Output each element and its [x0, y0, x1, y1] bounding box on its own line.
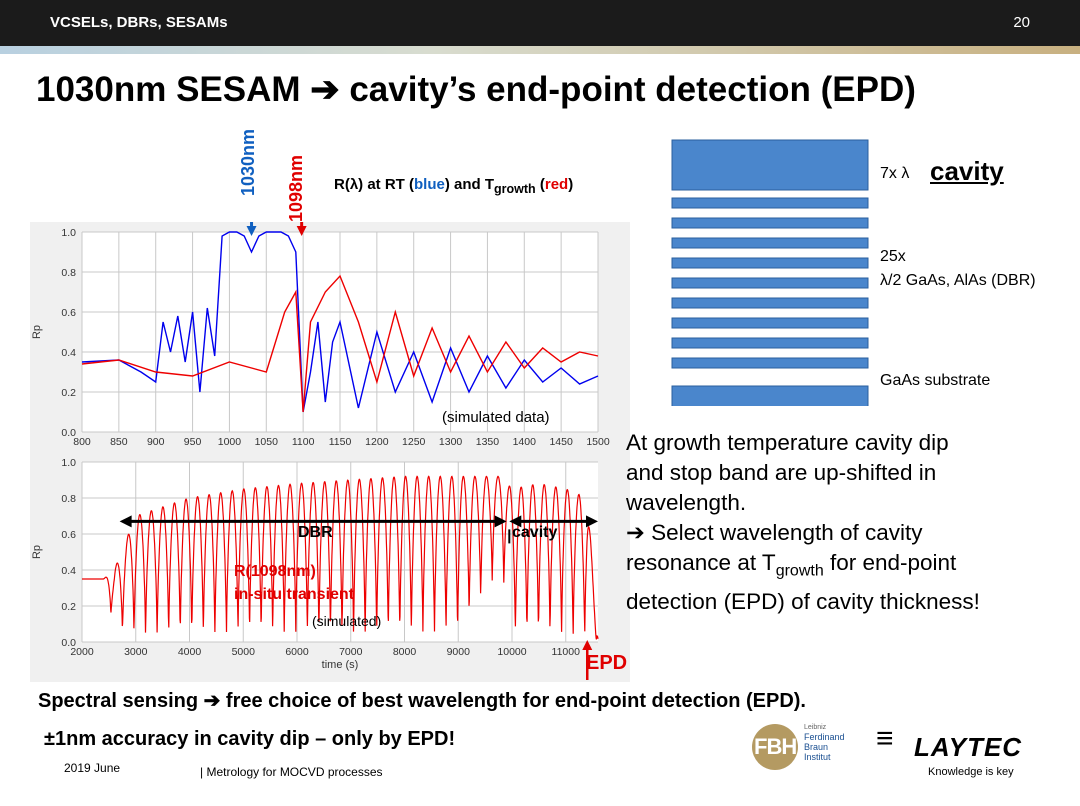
y-tick-label: 1.0 — [61, 457, 76, 469]
cavity-layer — [671, 139, 869, 191]
x-tick-label: 1150 — [329, 436, 352, 448]
transient-label-1: R(1098nm) — [234, 563, 316, 580]
series-line-1 — [81, 274, 599, 413]
substrate-layer — [671, 385, 869, 406]
header-bar: VCSELs, DBRs, SESAMs 20 — [0, 0, 1080, 46]
dbr-layer — [671, 337, 869, 349]
x-tick-label: 1300 — [439, 436, 463, 448]
dbr-layer — [671, 237, 869, 249]
y-tick-label: 0.2 — [61, 387, 76, 399]
x-tick-label: 950 — [184, 436, 202, 448]
y-tick-label: 0.6 — [61, 529, 76, 541]
section-title: VCSELs, DBRs, SESAMs — [50, 14, 228, 31]
x-tick-label: 1200 — [365, 436, 389, 448]
marker-arrowhead-1098 — [296, 226, 307, 236]
x-tick-label: 3000 — [124, 646, 148, 658]
transient-chart: 2000 3000 4000 5000 6000 7000 8000 9000 10000 110… — [30, 452, 630, 682]
explanation-text: At growth temperature cavity dip and sto… — [626, 430, 980, 614]
slide-title: 1030nm SESAM ➔ cavity’s end-point detect… — [36, 70, 916, 109]
y-tick-label: 0.4 — [61, 347, 76, 359]
x-tick-label: 1500 — [586, 436, 610, 448]
dbr-layer — [671, 197, 869, 209]
x-tick-label: 1000 — [218, 436, 242, 448]
layer-stack-diagram — [671, 139, 869, 406]
marker-arrowhead-1030 — [246, 226, 257, 236]
summary-line-2: ±1nm accuracy in cavity dip – only by EP… — [44, 728, 456, 750]
transient-label-2: in-situ transient — [234, 586, 355, 603]
dbr-count: 25x — [880, 248, 906, 265]
x-tick-label: 1250 — [402, 436, 426, 448]
x-tick-label: 1450 — [549, 436, 573, 448]
y-tick-label: 1.0 — [61, 227, 76, 239]
y-axis-label: Rp — [31, 325, 43, 339]
fbh-logo: FBH Leibniz Ferdinand Braun Institut — [752, 722, 872, 772]
x-axis-label: time (s) — [322, 659, 359, 671]
dbr-arrow-head-right — [494, 515, 507, 528]
spectrum-label: R(λ) at RT (blue) and Tgrowth (red) — [334, 176, 574, 196]
x-tick-label: 850 — [110, 436, 128, 448]
transient-line — [82, 475, 599, 640]
x-tick-label: 1050 — [255, 436, 279, 448]
x-tick-label: 2000 — [70, 646, 94, 658]
x-tick-label: 8000 — [393, 646, 417, 658]
substrate-label: GaAs substrate — [880, 372, 991, 389]
cavity-arrow-head-right — [586, 515, 598, 528]
x-tick-label: 11000 — [552, 646, 581, 658]
spectrum-annotation: (simulated data) — [442, 409, 550, 426]
y-axis-label: Rp — [31, 545, 43, 559]
page-number: 20 — [1013, 14, 1030, 31]
dbr-arrow-head-left — [119, 515, 132, 528]
x-tick-label: 6000 — [285, 646, 309, 658]
dbr-layer — [671, 277, 869, 289]
marker-1098-label: 1098nm — [286, 154, 306, 222]
y-tick-label: 0.0 — [61, 637, 76, 649]
series-line-0 — [81, 231, 599, 413]
y-tick-label: 0.6 — [61, 307, 76, 319]
x-tick-label: 4000 — [178, 646, 202, 658]
x-tick-label: 900 — [147, 436, 165, 448]
cavity-region-label: cavity — [512, 524, 558, 541]
header-gradient — [0, 46, 1080, 54]
dbr-layer — [671, 217, 869, 229]
dbr-layer — [671, 297, 869, 309]
laytec-icon: ≡ — [876, 722, 894, 755]
dbr-region-label: DBR — [298, 524, 333, 541]
footer-topic: | Metrology for MOCVD processes — [200, 765, 383, 779]
y-tick-label: 0.8 — [61, 493, 76, 505]
y-tick-label: 0.0 — [61, 427, 76, 439]
laytec-logo: ≡ LAYTEC Knowledge is key — [876, 722, 1023, 779]
epd-label: EPD — [586, 652, 628, 674]
x-tick-label: 1100 — [292, 436, 315, 448]
x-tick-label: 5000 — [232, 646, 256, 658]
dbr-layer — [671, 357, 869, 369]
x-tick-label: 1350 — [476, 436, 500, 448]
summary-line-1: Spectral sensing ➔ free choice of best w… — [38, 690, 806, 712]
cavity-arrow-head-left — [509, 515, 522, 528]
dbr-layer — [671, 257, 869, 269]
marker-1030-label: 1030nm — [238, 128, 258, 196]
footer-date: 2019 June — [64, 761, 121, 775]
x-tick-label: 7000 — [339, 646, 363, 658]
x-tick-label: 800 — [73, 436, 91, 448]
dbr-layer — [671, 317, 869, 329]
x-tick-label: 10000 — [497, 646, 526, 658]
transient-annotation: (simulated) — [312, 613, 382, 629]
epd-arrowhead — [582, 640, 593, 650]
spectrum-chart: 800 850 900 950 1000 1050 1100 1150 1200 1250 1300… — [30, 222, 630, 452]
x-tick-label: 1400 — [513, 436, 537, 448]
y-tick-label: 0.8 — [61, 267, 76, 279]
dbr-description: λ/2 GaAs, AlAs (DBR) — [880, 272, 1036, 289]
cavity-prefix: 7x λ — [880, 165, 910, 182]
y-tick-label: 0.2 — [61, 601, 76, 613]
cavity-title: cavity — [930, 156, 1004, 186]
x-tick-label: 9000 — [447, 646, 471, 658]
y-tick-label: 0.4 — [61, 565, 76, 577]
